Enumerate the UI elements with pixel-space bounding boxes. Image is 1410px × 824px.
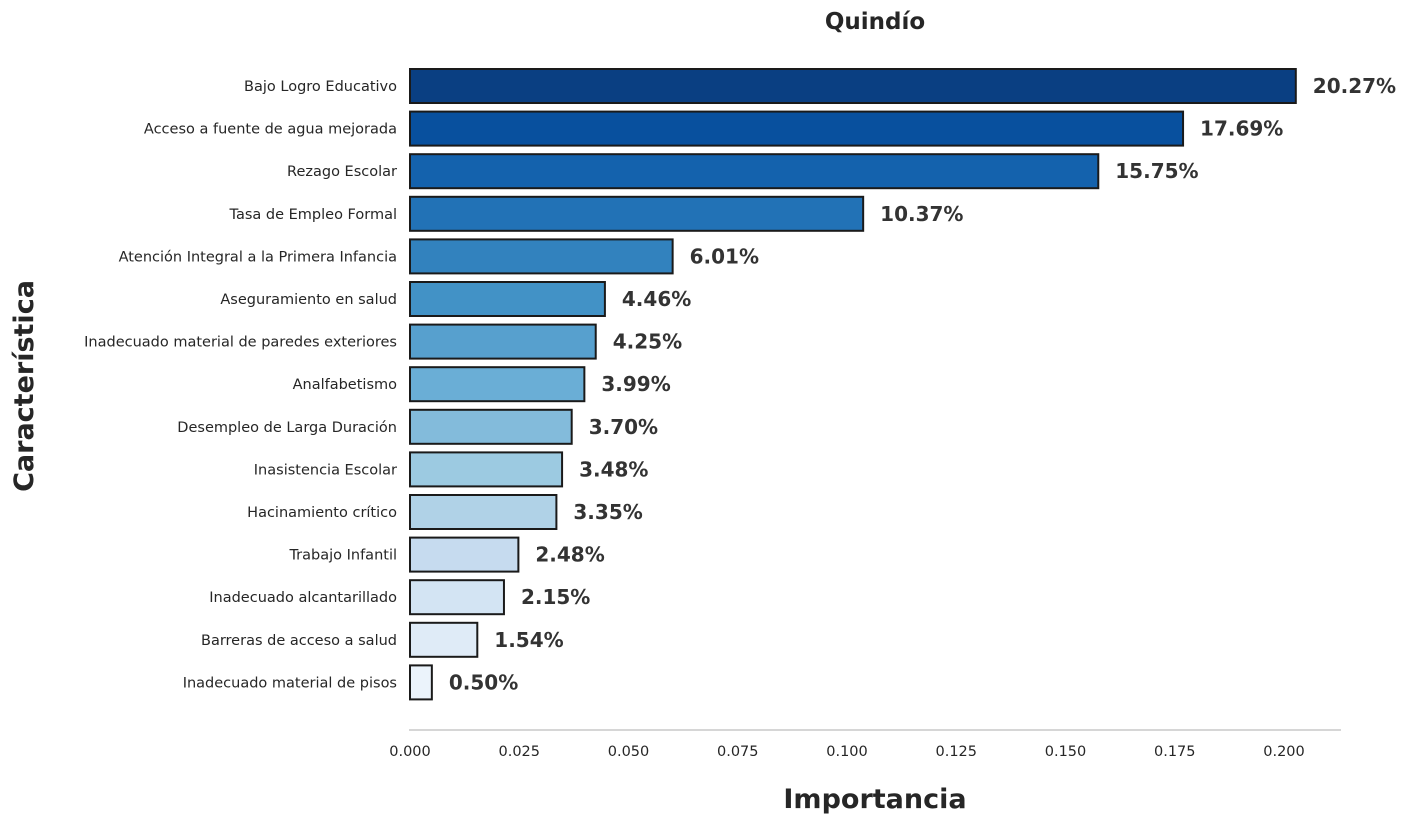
x-tick-label: 0.200 — [1263, 744, 1305, 760]
bar — [409, 238, 674, 275]
category-label: Inadecuado material de paredes exteriore… — [84, 335, 397, 351]
x-tick-label: 0.025 — [498, 744, 540, 760]
category-label: Hacinamiento crítico — [247, 505, 397, 521]
data-label: 2.48% — [535, 543, 604, 567]
x-tick-label: 0.100 — [826, 744, 868, 760]
data-label: 2.15% — [521, 585, 590, 609]
data-label: 4.25% — [613, 330, 682, 354]
category-label: Inadecuado material de pisos — [183, 675, 397, 691]
category-label: Aseguramiento en salud — [220, 292, 397, 308]
data-label: 0.50% — [449, 670, 518, 694]
bar — [409, 579, 505, 616]
data-labels: 20.27% 17.69%15.75% 10.37% 6.01% 4.46% 4.25% 3… — [449, 74, 1396, 694]
category-labels: Bajo Logro Educativo Acceso a fuente de a… — [84, 79, 397, 691]
category-label: Acceso a fuente de agua mejorada — [144, 122, 397, 138]
data-label: 17.69% — [1200, 117, 1283, 141]
bar — [409, 323, 597, 360]
x-tick-label: 0.050 — [608, 744, 650, 760]
bar — [409, 494, 558, 530]
x-tick-label: 0.075 — [717, 744, 759, 760]
bar — [409, 451, 564, 488]
x-axis-title: Importancia — [783, 784, 966, 815]
data-label: 4.46% — [622, 287, 691, 311]
bar — [409, 110, 1185, 147]
data-label: 6.01% — [690, 244, 759, 268]
category-label: Atención Integral a la Primera Infancia — [119, 249, 397, 265]
data-label: 3.48% — [579, 457, 648, 481]
bar — [409, 68, 1297, 104]
bar — [409, 408, 573, 445]
category-label: Rezago Escolar — [287, 164, 397, 180]
data-label: 3.70% — [589, 415, 658, 439]
bar — [409, 621, 479, 658]
bar — [409, 366, 586, 403]
bar — [409, 153, 1100, 190]
x-tick-labels: 0.000 0.025 0.050 0.075 0.100 0.125 0.150 0.175… — [389, 744, 1305, 760]
data-label: 3.35% — [573, 500, 642, 524]
bar — [409, 281, 606, 317]
category-label: Desempleo de Larga Duración — [177, 420, 397, 436]
category-label: Bajo Logro Educativo — [244, 79, 397, 95]
data-label: 20.27% — [1313, 74, 1396, 98]
category-label: Inasistencia Escolar — [254, 462, 397, 478]
category-label: Barreras de acceso a salud — [201, 633, 397, 649]
x-tick-label: 0.150 — [1045, 744, 1087, 760]
chart-title: Quindío — [825, 9, 925, 35]
bars-group — [409, 68, 1297, 701]
bar — [409, 664, 433, 701]
category-label: Analfabetismo — [293, 377, 398, 393]
x-tick-label: 0.125 — [935, 744, 977, 760]
bar — [409, 195, 865, 232]
x-tick-label: 0.175 — [1154, 744, 1196, 760]
y-axis-title: Característica — [9, 280, 40, 492]
category-label: Tasa de Empleo Formal — [229, 207, 398, 223]
bar — [409, 536, 520, 573]
data-label: 10.37% — [880, 202, 963, 226]
data-label: 3.99% — [601, 372, 670, 396]
data-label: 1.54% — [494, 628, 563, 652]
category-label: Trabajo Infantil — [288, 548, 397, 564]
x-tick-label: 0.000 — [389, 744, 431, 760]
category-label: Inadecuado alcantarillado — [209, 590, 397, 606]
data-label: 15.75% — [1115, 159, 1198, 183]
